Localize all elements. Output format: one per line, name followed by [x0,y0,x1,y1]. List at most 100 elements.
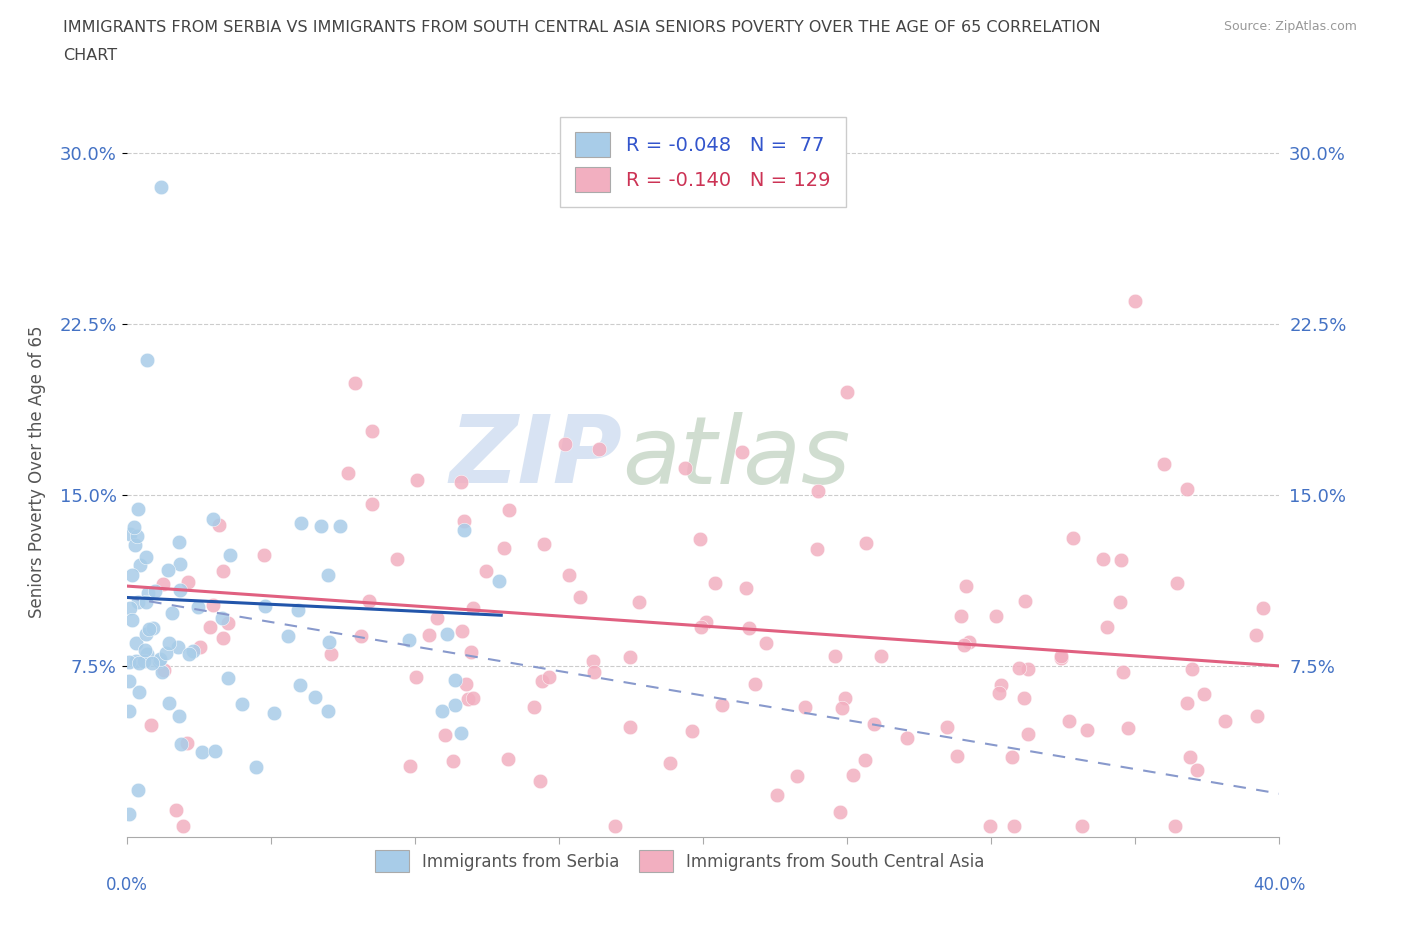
Point [188,640,211,655]
Point [1175,696,1198,711]
Point [755,635,778,650]
Point [436,627,458,642]
Point [135,627,157,642]
Point [157,636,180,651]
Point [135,594,157,609]
Point [121,567,143,582]
Point [987,686,1010,701]
Point [807,484,830,498]
Point [454,676,477,691]
Point [124,538,146,552]
Point [1116,721,1139,736]
Point [150,179,173,194]
Point [835,385,858,400]
Point [201,598,224,613]
Point [125,654,148,669]
Point [523,699,546,714]
Point [426,611,449,626]
Point [730,445,752,459]
Point [143,584,166,599]
Point [141,656,163,671]
Point [461,601,484,616]
Point [153,663,176,678]
Point [167,640,190,655]
Point [841,767,863,782]
Point [287,603,309,618]
Point [138,621,160,636]
Point [245,760,267,775]
Point [855,535,877,550]
Point [1153,457,1175,472]
Point [135,550,157,565]
Point [990,677,1012,692]
Point [361,496,384,511]
Point [167,535,190,550]
Point [834,691,856,706]
Point [120,601,142,616]
Point [136,352,159,367]
Point [134,643,156,658]
Point [444,698,467,712]
Point [179,646,201,661]
Point [1213,713,1236,728]
Point [176,736,198,751]
Point [1194,686,1216,701]
Point [1014,593,1036,608]
Text: CHART: CHART [63,48,117,63]
Point [434,727,457,742]
Point [460,644,482,659]
Text: IMMIGRANTS FROM SERBIA VS IMMIGRANTS FROM SOUTH CENTRAL ASIA SENIORS POVERTY OVE: IMMIGRANTS FROM SERBIA VS IMMIGRANTS FRO… [63,20,1101,35]
Point [167,709,190,724]
Point [619,650,641,665]
Point [488,573,510,588]
Point [946,749,969,764]
Point [155,645,177,660]
Point [659,755,682,770]
Point [451,623,474,638]
Point [492,541,515,556]
Point [337,465,360,480]
Text: atlas: atlas [623,412,851,503]
Point [150,665,173,680]
Point [582,654,605,669]
Point [231,697,253,711]
Point [831,700,853,715]
Point [1163,818,1185,833]
Point [955,578,977,593]
Point [418,628,440,643]
Point [461,691,484,706]
Point [149,652,172,667]
Point [1166,576,1188,591]
Point [152,577,174,591]
Point [160,605,183,620]
Point [122,520,145,535]
Point [450,474,472,489]
Point [398,632,420,647]
Point [786,769,808,784]
Point [343,375,366,390]
Point [1185,763,1208,777]
Point [1059,713,1081,728]
Point [498,502,520,517]
Point [125,635,148,650]
Point [316,704,339,719]
Point [360,424,382,439]
Point [444,672,467,687]
Point [212,631,235,645]
Point [406,472,429,487]
Point [186,600,208,615]
Point [1050,651,1073,666]
Point [136,586,159,601]
Point [1012,690,1035,705]
Point [588,441,610,456]
Point [986,608,1008,623]
Point [695,615,717,630]
Point [318,634,340,649]
Point [191,744,214,759]
Text: ZIP: ZIP [450,411,623,503]
Point [211,610,233,625]
Point [1181,661,1204,676]
Point [1050,649,1073,664]
Point [744,677,766,692]
Point [253,548,276,563]
